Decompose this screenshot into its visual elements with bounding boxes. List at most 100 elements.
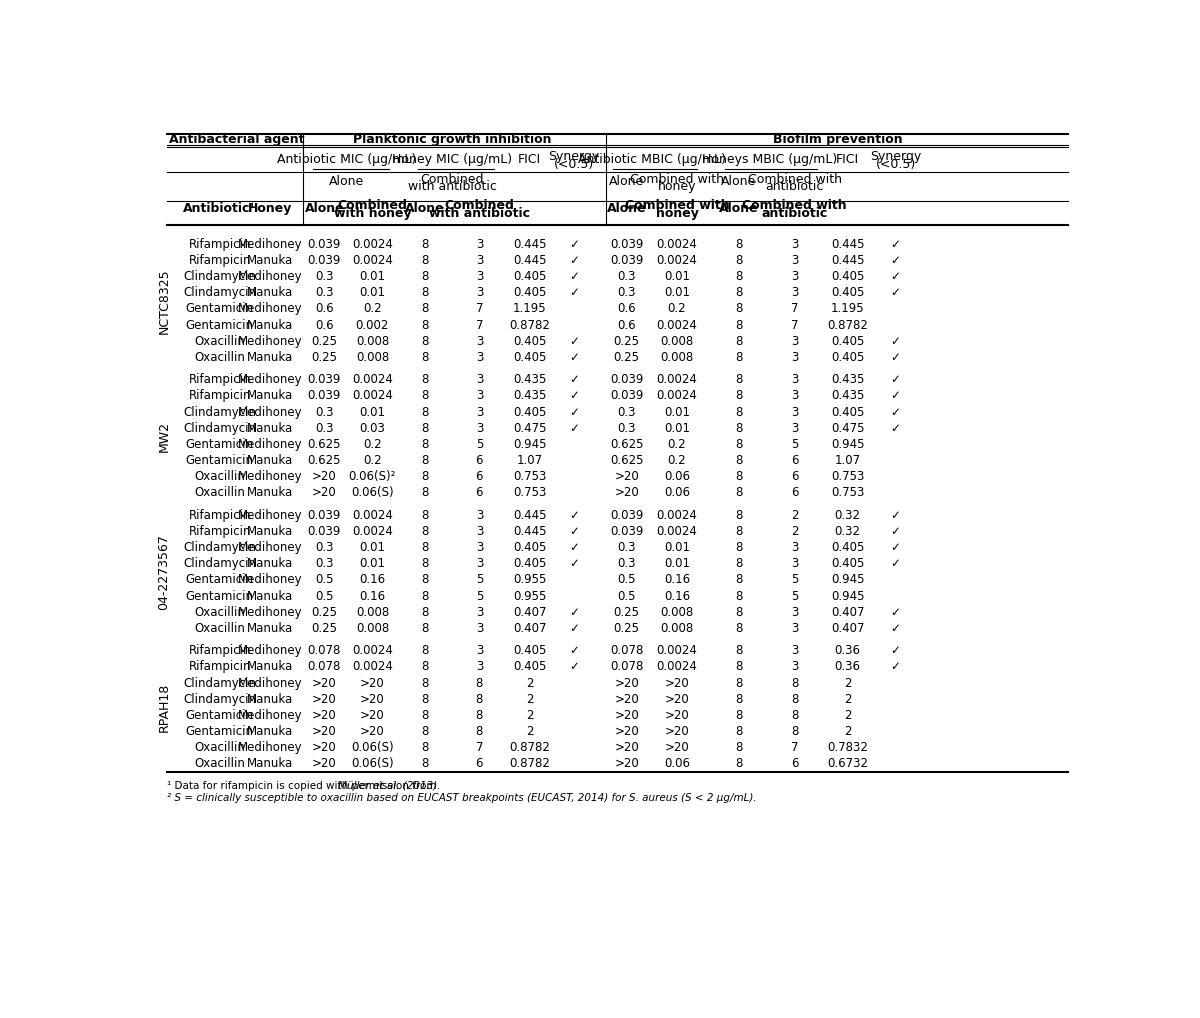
Text: 8: 8	[475, 709, 484, 722]
Text: 0.25: 0.25	[613, 351, 640, 363]
Text: Gentamicin: Gentamicin	[186, 302, 253, 316]
Text: 0.0024: 0.0024	[352, 661, 392, 674]
Text: >20: >20	[614, 487, 640, 500]
Text: 3: 3	[791, 606, 798, 619]
Text: 0.0024: 0.0024	[352, 253, 392, 267]
Text: 0.405: 0.405	[830, 335, 864, 348]
Text: 0.008: 0.008	[660, 622, 694, 635]
Text: 2: 2	[844, 709, 851, 722]
Text: Combined with: Combined with	[748, 173, 842, 185]
Text: 8: 8	[791, 725, 798, 738]
Text: 3: 3	[475, 644, 484, 658]
Text: 0.405: 0.405	[514, 661, 546, 674]
Text: 8: 8	[736, 644, 743, 658]
Text: Medihoney: Medihoney	[238, 677, 302, 689]
Text: Manuka: Manuka	[247, 725, 293, 738]
Text: ✓: ✓	[890, 253, 900, 267]
Text: 0.01: 0.01	[664, 270, 690, 283]
Text: 2: 2	[791, 509, 798, 522]
Text: 1.07: 1.07	[517, 454, 542, 467]
Text: 0.0024: 0.0024	[656, 509, 697, 522]
Text: Honey: Honey	[248, 202, 293, 215]
Text: Combined with: Combined with	[630, 173, 724, 185]
Text: Manuka: Manuka	[247, 319, 293, 332]
Text: with antibiotic: with antibiotic	[408, 180, 497, 193]
Text: ✓: ✓	[569, 335, 578, 348]
Text: 0.435: 0.435	[514, 390, 546, 402]
Text: 8: 8	[791, 677, 798, 689]
Text: 0.753: 0.753	[514, 487, 546, 500]
Text: 2: 2	[526, 725, 534, 738]
Text: >20: >20	[665, 709, 689, 722]
Text: 0.01: 0.01	[360, 270, 385, 283]
Text: 8: 8	[791, 709, 798, 722]
Text: Gentamicin: Gentamicin	[186, 319, 253, 332]
Text: ✓: ✓	[890, 622, 900, 635]
Text: ✓: ✓	[569, 644, 578, 658]
Text: >20: >20	[360, 725, 385, 738]
Text: 8: 8	[736, 335, 743, 348]
Text: 0.3: 0.3	[316, 270, 334, 283]
Text: ✓: ✓	[890, 238, 900, 250]
Text: RPAH18: RPAH18	[157, 683, 170, 732]
Text: (<0.5): (<0.5)	[876, 158, 916, 171]
Text: Planktonic growth inhibition: Planktonic growth inhibition	[353, 133, 552, 147]
Text: 0.0024: 0.0024	[352, 390, 392, 402]
Text: 3: 3	[475, 661, 484, 674]
Text: 0.405: 0.405	[830, 542, 864, 554]
Text: >20: >20	[665, 741, 689, 754]
Text: ✓: ✓	[569, 351, 578, 363]
Text: 8: 8	[736, 253, 743, 267]
Text: 0.753: 0.753	[830, 470, 864, 484]
Text: Gentamicin: Gentamicin	[186, 573, 253, 586]
Text: 0.955: 0.955	[514, 589, 546, 603]
Text: 8: 8	[421, 725, 428, 738]
Text: 8: 8	[736, 509, 743, 522]
Text: 8: 8	[736, 438, 743, 451]
Text: >20: >20	[360, 677, 385, 689]
Text: 0.008: 0.008	[660, 606, 694, 619]
Text: Oxacillin: Oxacillin	[194, 351, 245, 363]
Text: ✓: ✓	[569, 286, 578, 299]
Text: 6: 6	[791, 757, 798, 771]
Text: >20: >20	[665, 725, 689, 738]
Text: >20: >20	[312, 725, 337, 738]
Text: 0.06(S): 0.06(S)	[352, 757, 394, 771]
Text: 0.3: 0.3	[316, 542, 334, 554]
Text: ✓: ✓	[890, 542, 900, 554]
Text: Medihoney: Medihoney	[238, 405, 302, 418]
Text: 0.078: 0.078	[307, 644, 341, 658]
Text: 8: 8	[421, 573, 428, 586]
Text: 0.01: 0.01	[664, 557, 690, 570]
Text: >20: >20	[614, 693, 640, 705]
Text: ✓: ✓	[569, 509, 578, 522]
Text: ✓: ✓	[569, 405, 578, 418]
Text: Medihoney: Medihoney	[238, 374, 302, 386]
Text: >20: >20	[312, 757, 337, 771]
Text: 0.945: 0.945	[830, 589, 864, 603]
Text: 0.25: 0.25	[311, 606, 337, 619]
Text: (<0.5): (<0.5)	[553, 158, 594, 171]
Text: 0.25: 0.25	[311, 335, 337, 348]
Text: 8: 8	[736, 270, 743, 283]
Text: Medihoney: Medihoney	[238, 741, 302, 754]
Text: Honeys MBIC (μg/mL): Honeys MBIC (μg/mL)	[702, 153, 838, 166]
Text: Manuka: Manuka	[247, 421, 293, 435]
Text: Alone: Alone	[719, 202, 758, 215]
Text: >20: >20	[614, 709, 640, 722]
Text: Rifampicin: Rifampicin	[188, 390, 251, 402]
Text: 3: 3	[475, 253, 484, 267]
Text: 6: 6	[475, 470, 484, 484]
Text: 8: 8	[421, 557, 428, 570]
Text: 5: 5	[791, 573, 798, 586]
Text: 0.008: 0.008	[660, 335, 694, 348]
Text: 0.753: 0.753	[514, 470, 546, 484]
Text: 0.445: 0.445	[830, 238, 864, 250]
Text: 0.0024: 0.0024	[352, 238, 392, 250]
Text: 0.16: 0.16	[664, 573, 690, 586]
Text: 0.06: 0.06	[664, 470, 690, 484]
Text: Rifampicin: Rifampicin	[188, 644, 251, 658]
Text: NCTC8325: NCTC8325	[157, 268, 170, 334]
Text: Alone: Alone	[607, 202, 647, 215]
Text: 3: 3	[791, 542, 798, 554]
